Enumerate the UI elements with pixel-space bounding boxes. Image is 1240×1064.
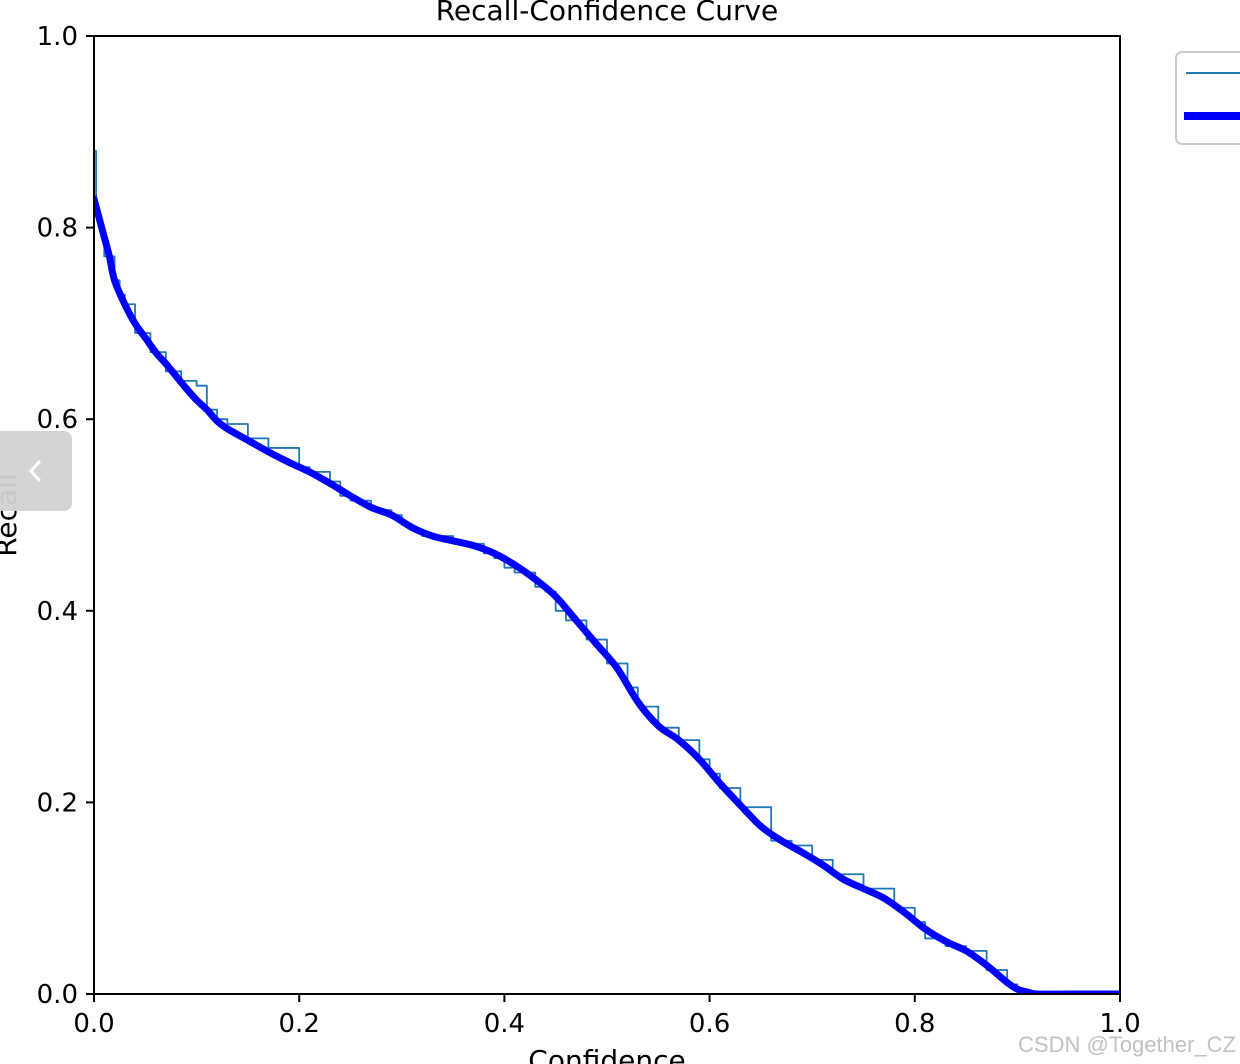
x-tick-label: 1.0 bbox=[1099, 1009, 1140, 1039]
y-tick-label: 0.6 bbox=[37, 405, 78, 435]
x-tick-label: 0.4 bbox=[484, 1009, 525, 1039]
series-line-1 bbox=[94, 150, 1120, 994]
plot-frame bbox=[93, 35, 1121, 995]
legend-box bbox=[1175, 51, 1240, 145]
x-tick-label: 0.8 bbox=[894, 1009, 935, 1039]
y-tick-label: 0.2 bbox=[37, 788, 78, 818]
x-axis-label: Confidence bbox=[528, 1044, 685, 1064]
y-tick-label: 0.4 bbox=[37, 597, 78, 627]
legend bbox=[1175, 51, 1240, 145]
chevron-left-icon bbox=[28, 459, 42, 483]
previous-button[interactable] bbox=[0, 431, 72, 511]
series-layer bbox=[94, 150, 1120, 994]
y-tick-label: 0.8 bbox=[37, 214, 78, 244]
chart-title: Recall-Confidence Curve bbox=[436, 0, 779, 27]
axis-ticks: 0.0 0.2 0.4 0.6 0.8 1.0 0.0 0.2 0.4 0.6 0.8 1.0 bbox=[37, 22, 1141, 1039]
series-line-2 bbox=[94, 195, 1120, 994]
watermark: CSDN @Together_CZ bbox=[1018, 1032, 1236, 1057]
x-tick-label: 0.6 bbox=[689, 1009, 730, 1039]
x-tick-label: 0.2 bbox=[279, 1009, 320, 1039]
y-tick-label: 1.0 bbox=[37, 22, 78, 52]
x-tick-label: 0.0 bbox=[73, 1009, 114, 1039]
y-tick-label: 0.0 bbox=[37, 980, 78, 1010]
